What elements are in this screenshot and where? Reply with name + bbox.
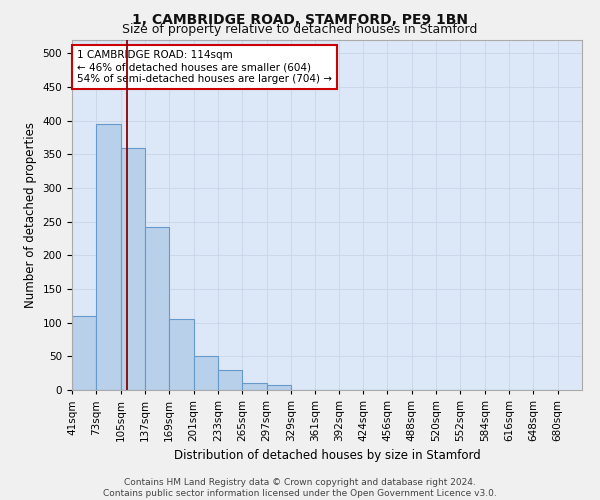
Bar xyxy=(218,370,242,390)
Bar xyxy=(266,386,291,390)
Text: Size of property relative to detached houses in Stamford: Size of property relative to detached ho… xyxy=(122,22,478,36)
Bar xyxy=(145,227,169,390)
Text: 1 CAMBRIDGE ROAD: 114sqm
← 46% of detached houses are smaller (604)
54% of semi-: 1 CAMBRIDGE ROAD: 114sqm ← 46% of detach… xyxy=(77,50,332,84)
Bar xyxy=(97,124,121,390)
Bar xyxy=(169,320,194,390)
Bar xyxy=(194,356,218,390)
Bar xyxy=(242,384,266,390)
Bar xyxy=(72,316,97,390)
Y-axis label: Number of detached properties: Number of detached properties xyxy=(24,122,37,308)
Bar xyxy=(121,148,145,390)
Text: 1, CAMBRIDGE ROAD, STAMFORD, PE9 1BN: 1, CAMBRIDGE ROAD, STAMFORD, PE9 1BN xyxy=(132,12,468,26)
Text: Contains HM Land Registry data © Crown copyright and database right 2024.
Contai: Contains HM Land Registry data © Crown c… xyxy=(103,478,497,498)
X-axis label: Distribution of detached houses by size in Stamford: Distribution of detached houses by size … xyxy=(173,450,481,462)
